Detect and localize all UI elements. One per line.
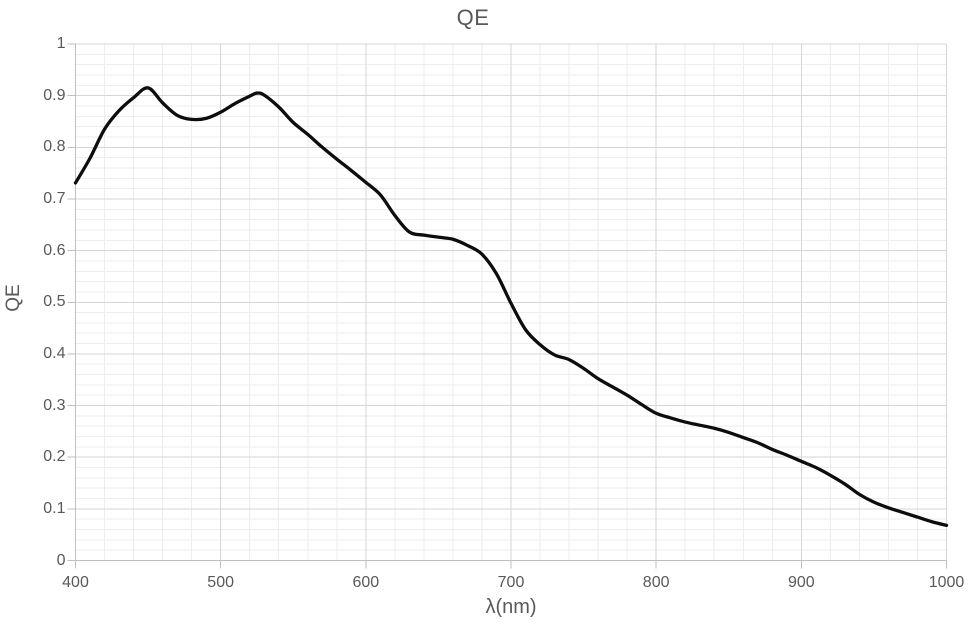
y-tick-label: 0.3	[43, 396, 66, 414]
x-tick-label: 500	[207, 573, 234, 591]
axes-lines	[67, 43, 947, 569]
chart-title: QE	[456, 5, 490, 30]
x-axis-title: λ(nm)	[485, 596, 537, 618]
x-tick-label: 400	[62, 573, 89, 591]
y-axis-title: QE	[3, 284, 24, 312]
y-tick-label: 0	[56, 551, 66, 569]
x-tick-label: 600	[352, 573, 380, 591]
y-tick-label: 1	[56, 35, 66, 52]
y-tick-label: 0.2	[43, 448, 66, 466]
y-tick-label: 0.4	[43, 344, 66, 362]
y-tick-label: 0.5	[43, 293, 66, 311]
x-tick-label: 700	[497, 573, 525, 591]
x-tick-label: 1000	[928, 573, 965, 591]
y-tick-label: 0.8	[43, 138, 66, 156]
major-gridlines	[75, 43, 947, 561]
y-tick-label: 0.7	[43, 189, 66, 207]
y-tick-label: 0.6	[43, 241, 66, 259]
qe-curve	[73, 86, 949, 528]
y-tick-label: 0.9	[43, 86, 66, 104]
x-tick-label: 900	[787, 573, 815, 591]
x-tick-label: 800	[642, 573, 670, 591]
y-tick-label: 0.1	[43, 499, 66, 517]
